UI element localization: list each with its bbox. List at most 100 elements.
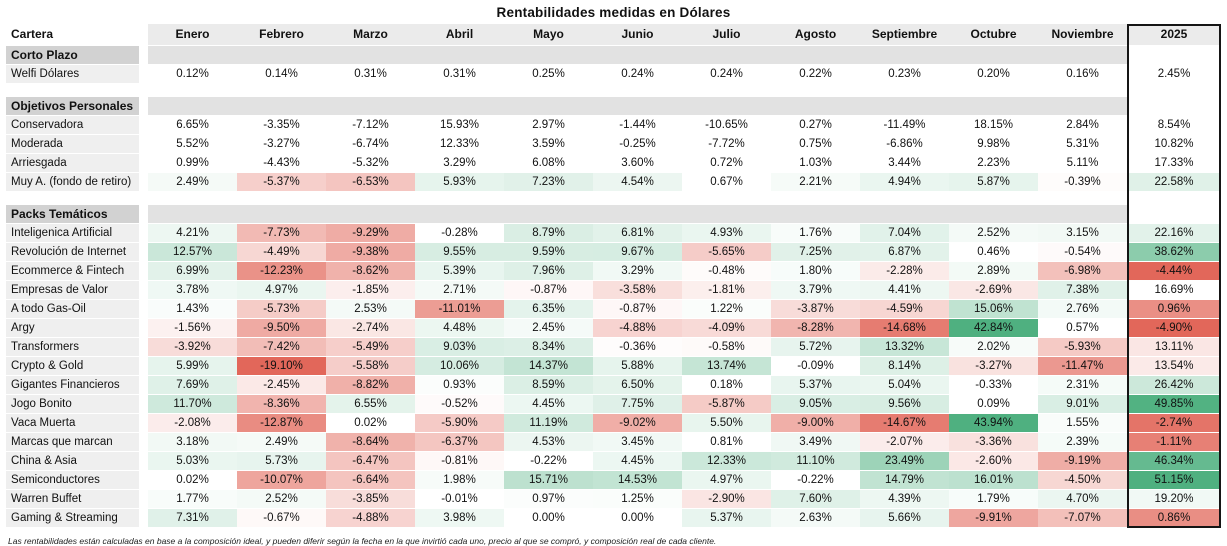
column-header-octubre: Octubre xyxy=(949,24,1038,46)
return-cell: -9.00% xyxy=(771,414,860,433)
return-cell: -3.58% xyxy=(593,281,682,300)
return-cell: 4.97% xyxy=(237,281,326,300)
section-header-packs-tem-ticos: Packs Temáticos xyxy=(6,205,1221,224)
portfolio-label: Moderada xyxy=(6,135,139,154)
return-cell-2025: -4.90% xyxy=(1127,319,1221,338)
return-cell: 0.97% xyxy=(504,490,593,509)
return-cell: 4.39% xyxy=(860,490,949,509)
return-cell: -7.72% xyxy=(682,135,771,154)
return-cell: 0.02% xyxy=(148,471,237,490)
column-gap xyxy=(139,205,148,224)
return-cell: 8.59% xyxy=(504,376,593,395)
return-cell: 14.53% xyxy=(593,471,682,490)
section-gap xyxy=(6,84,1221,97)
return-cell: 0.16% xyxy=(1038,65,1127,84)
column-gap xyxy=(139,338,148,357)
portfolio-label: Marcas que marcan xyxy=(6,433,139,452)
return-cell: -3.85% xyxy=(326,490,415,509)
return-cell: 3.59% xyxy=(504,135,593,154)
return-cell: -9.19% xyxy=(1038,452,1127,471)
return-cell: -2.69% xyxy=(949,281,1038,300)
return-cell: 12.33% xyxy=(682,452,771,471)
column-header-2025: 2025 xyxy=(1127,24,1221,46)
return-cell: -4.88% xyxy=(593,319,682,338)
return-cell-2025: 17.33% xyxy=(1127,154,1221,173)
return-cell: -0.58% xyxy=(682,338,771,357)
return-cell: 0.31% xyxy=(415,65,504,84)
section-band xyxy=(148,97,1127,116)
table-row-gaming-streaming: Gaming & Streaming 7.31% -0.67% -4.88% 3.98%… xyxy=(6,509,1221,528)
return-cell: 1.25% xyxy=(593,490,682,509)
return-cell: 3.45% xyxy=(593,433,682,452)
table-row-china-asia: China & Asia 5.03% 5.73% -6.47% -0.81% -0.22%… xyxy=(6,452,1221,471)
section-header-objetivos-personales: Objetivos Personales xyxy=(6,97,1221,116)
column-header-junio: Junio xyxy=(593,24,682,46)
return-cell: -1.81% xyxy=(682,281,771,300)
return-cell: 0.14% xyxy=(237,65,326,84)
return-cell: 1.22% xyxy=(682,300,771,319)
return-cell: 6.87% xyxy=(860,243,949,262)
portfolio-label: Argy xyxy=(6,319,139,338)
return-cell: -4.50% xyxy=(1038,471,1127,490)
return-cell: 2.45% xyxy=(504,319,593,338)
return-cell: 9.55% xyxy=(415,243,504,262)
portfolio-label: Ecommerce & Fintech xyxy=(6,262,139,281)
return-cell: 0.09% xyxy=(949,395,1038,414)
return-cell: -2.45% xyxy=(237,376,326,395)
return-cell: 3.44% xyxy=(860,154,949,173)
return-cell: -8.62% xyxy=(326,262,415,281)
table-row-a-todo-gas-oil: A todo Gas-Oil 1.43% -5.73% 2.53% -11.01% 6.3… xyxy=(6,300,1221,319)
return-cell: 5.52% xyxy=(148,135,237,154)
column-gap xyxy=(139,65,148,84)
column-gap xyxy=(139,116,148,135)
return-cell: -4.09% xyxy=(682,319,771,338)
return-cell: 0.24% xyxy=(593,65,682,84)
return-cell: -1.56% xyxy=(148,319,237,338)
return-cell-2025: 22.58% xyxy=(1127,173,1221,192)
return-cell: 2.52% xyxy=(949,224,1038,243)
return-cell: -9.02% xyxy=(593,414,682,433)
return-cell: 12.57% xyxy=(148,243,237,262)
table-row-welfi-d-lares: Welfi Dólares 0.12% 0.14% 0.31% 0.31% 0.25% 0.… xyxy=(6,65,1221,84)
column-gap xyxy=(139,46,148,65)
return-cell: -9.91% xyxy=(949,509,1038,528)
table-row-revoluci-n-de-internet: Revolución de Internet 12.57% -4.49% -9.38%… xyxy=(6,243,1221,262)
return-cell: -0.28% xyxy=(415,224,504,243)
return-cell: -8.64% xyxy=(326,433,415,452)
return-cell: 7.69% xyxy=(148,376,237,395)
return-cell: 4.53% xyxy=(504,433,593,452)
return-cell: 5.72% xyxy=(771,338,860,357)
table-row-ecommerce-fintech: Ecommerce & Fintech 6.99% -12.23% -8.62% 5.3… xyxy=(6,262,1221,281)
return-cell: 2.23% xyxy=(949,154,1038,173)
column-header-mayo: Mayo xyxy=(504,24,593,46)
column-gap xyxy=(139,357,148,376)
portfolio-label: Conservadora xyxy=(6,116,139,135)
return-cell: -5.32% xyxy=(326,154,415,173)
return-cell: -5.73% xyxy=(237,300,326,319)
table-row-vaca-muerta: Vaca Muerta -2.08% -12.87% 0.02% -5.90% 11.19… xyxy=(6,414,1221,433)
column-header-cartera: Cartera xyxy=(6,24,139,46)
return-cell: -5.49% xyxy=(326,338,415,357)
return-cell: 0.23% xyxy=(860,65,949,84)
return-cell-2025: 19.20% xyxy=(1127,490,1221,509)
column-gap xyxy=(139,376,148,395)
return-cell: 14.37% xyxy=(504,357,593,376)
return-cell: 16.01% xyxy=(949,471,1038,490)
return-cell: 5.99% xyxy=(148,357,237,376)
return-cell: -8.82% xyxy=(326,376,415,395)
return-cell: 4.45% xyxy=(593,452,682,471)
return-cell: 4.45% xyxy=(504,395,593,414)
column-gap xyxy=(139,224,148,243)
return-cell: -3.92% xyxy=(148,338,237,357)
return-cell: -1.44% xyxy=(593,116,682,135)
return-cell: -7.07% xyxy=(1038,509,1127,528)
return-cell: 5.93% xyxy=(415,173,504,192)
return-cell: 2.76% xyxy=(1038,300,1127,319)
return-cell: -6.53% xyxy=(326,173,415,192)
return-cell: 13.32% xyxy=(860,338,949,357)
return-cell: -8.36% xyxy=(237,395,326,414)
table-row-marcas-que-marcan: Marcas que marcan 3.18% 2.49% -8.64% -6.37% 4… xyxy=(6,433,1221,452)
return-cell: 0.81% xyxy=(682,433,771,452)
return-cell: -0.33% xyxy=(949,376,1038,395)
return-cell-2025: 46.34% xyxy=(1127,452,1221,471)
